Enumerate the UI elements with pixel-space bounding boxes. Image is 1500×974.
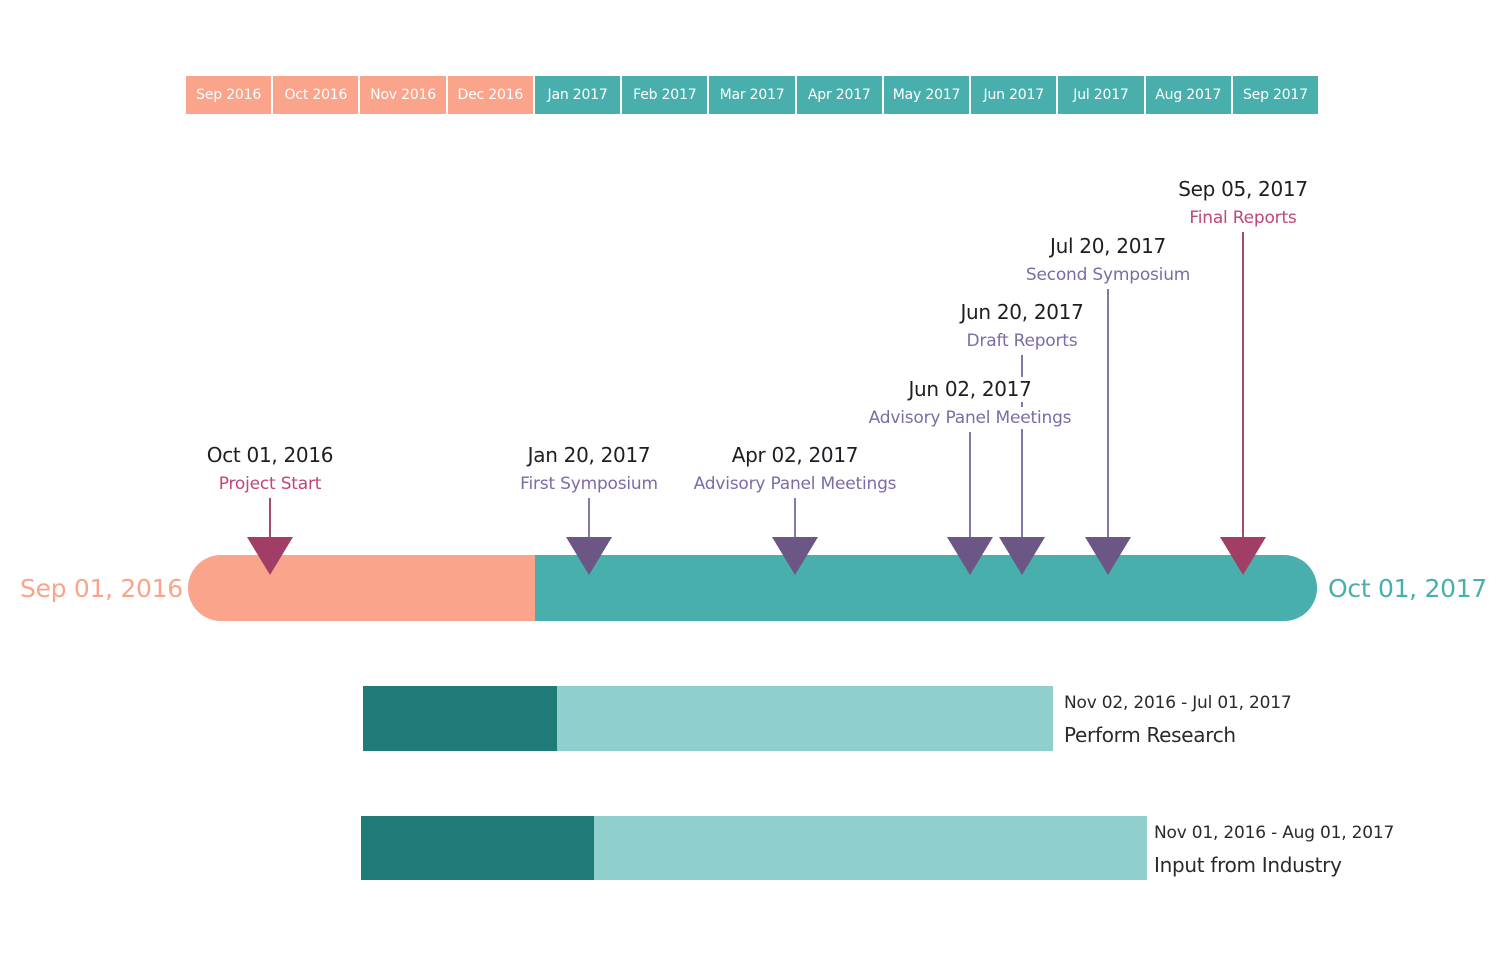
milestone-date-row: Jul 20, 2017 xyxy=(1021,234,1195,259)
milestone-date: Apr 02, 2017 xyxy=(726,443,864,468)
milestone-advisory-panel-meetings: Jun 02, 2017 Advisory Panel Meetings xyxy=(863,377,1077,429)
milestone-date: Jul 20, 2017 xyxy=(1045,234,1171,259)
timeline-start-date: Sep 01, 2016 xyxy=(20,574,183,603)
milestone-date-row: Jun 20, 2017 xyxy=(955,300,1089,325)
month-cell-feb-2017: Feb 2017 xyxy=(622,76,708,114)
timeline-end-date: Oct 01, 2017 xyxy=(1328,574,1487,603)
milestone-label-row: First Symposium xyxy=(515,473,663,495)
milestone-label: Final Reports xyxy=(1184,207,1302,229)
milestone-stem-advisory-panel-meetings xyxy=(794,498,796,548)
month-cell-apr-2017: Apr 2017 xyxy=(796,76,882,114)
milestone-stem-project-start xyxy=(269,498,271,548)
month-cell-oct-2016: Oct 2016 xyxy=(273,76,359,114)
milestone-advisory-panel-meetings: Apr 02, 2017 Advisory Panel Meetings xyxy=(688,443,902,495)
task-date-range: Nov 02, 2016 - Jul 01, 2017 xyxy=(1064,693,1292,713)
month-cell-sep-2016: Sep 2016 xyxy=(186,76,272,114)
month-cell-sep-2017: Sep 2017 xyxy=(1232,76,1319,114)
milestone-date-row: Jun 02, 2017 xyxy=(864,377,1077,402)
milestone-stem-advisory-panel-meetings xyxy=(969,432,971,548)
milestone-label: Project Start xyxy=(213,473,327,495)
task-bar-perform-research xyxy=(363,686,1053,751)
milestone-first-symposium: Jan 20, 2017 First Symposium xyxy=(515,443,663,495)
task-name: Input from Industry xyxy=(1154,853,1342,877)
milestone-arrow-advisory-panel-meetings xyxy=(772,537,818,575)
milestone-final-reports: Sep 05, 2017 Final Reports xyxy=(1173,177,1313,229)
milestone-date: Oct 01, 2016 xyxy=(201,443,339,468)
milestone-label: Advisory Panel Meetings xyxy=(863,407,1077,429)
timeline-bar xyxy=(188,555,1317,621)
milestone-date: Jan 20, 2017 xyxy=(522,443,656,468)
month-header: Sep 2016 Oct 2016 Nov 2016 Dec 2016 Jan 2017… xyxy=(186,76,1319,114)
milestone-date: Jun 02, 2017 xyxy=(903,377,1037,402)
milestone-label: Draft Reports xyxy=(961,330,1083,352)
milestone-date-row: Apr 02, 2017 xyxy=(689,443,902,468)
milestone-arrow-project-start xyxy=(247,537,293,575)
milestone-date: Jun 20, 2017 xyxy=(955,300,1089,325)
task-progress-fill xyxy=(361,816,594,880)
task-progress-fill xyxy=(363,686,557,751)
milestone-label-row: Final Reports xyxy=(1173,207,1313,229)
month-cell-aug-2017: Aug 2017 xyxy=(1145,76,1231,114)
timeline-segment-2017 xyxy=(535,555,1317,621)
milestone-arrow-second-symposium xyxy=(1085,537,1131,575)
milestone-label-row: Project Start xyxy=(202,473,338,495)
task-date-range: Nov 01, 2016 - Aug 01, 2017 xyxy=(1154,823,1395,843)
task-bar-input-from-industry xyxy=(361,816,1147,880)
milestone-project-start: Oct 01, 2016 Project Start xyxy=(201,443,339,495)
task-bar-remainder xyxy=(594,816,1147,880)
milestone-label: Second Symposium xyxy=(1020,264,1196,286)
milestone-label-row: Advisory Panel Meetings xyxy=(863,407,1077,429)
milestone-draft-reports: Jun 20, 2017 Draft Reports xyxy=(955,300,1089,352)
milestone-date-row: Sep 05, 2017 xyxy=(1173,177,1313,202)
month-cell-dec-2016: Dec 2016 xyxy=(447,76,533,114)
milestone-date-row: Oct 01, 2016 xyxy=(201,443,339,468)
month-cell-mar-2017: Mar 2017 xyxy=(709,76,795,114)
month-cell-nov-2016: Nov 2016 xyxy=(360,76,446,114)
milestone-stem-second-symposium xyxy=(1107,289,1109,548)
milestone-label: First Symposium xyxy=(515,473,663,495)
month-cell-jun-2017: Jun 2017 xyxy=(971,76,1057,114)
milestone-arrow-draft-reports xyxy=(999,537,1045,575)
milestone-label-row: Advisory Panel Meetings xyxy=(688,473,902,495)
milestone-arrow-advisory-panel-meetings xyxy=(947,537,993,575)
milestone-date: Sep 05, 2017 xyxy=(1173,177,1313,202)
task-name: Perform Research xyxy=(1064,723,1236,747)
milestone-arrow-first-symposium xyxy=(566,537,612,575)
task-bar-remainder xyxy=(557,686,1053,751)
month-cell-jan-2017: Jan 2017 xyxy=(534,76,621,114)
milestone-date-row: Jan 20, 2017 xyxy=(515,443,663,468)
milestone-arrow-final-reports xyxy=(1220,537,1266,575)
month-cell-jul-2017: Jul 2017 xyxy=(1058,76,1144,114)
milestone-label: Advisory Panel Meetings xyxy=(688,473,902,495)
milestone-stem-draft-reports xyxy=(1021,355,1023,548)
month-cell-may-2017: May 2017 xyxy=(883,76,970,114)
milestone-stem-first-symposium xyxy=(588,498,590,548)
milestone-label-row: Second Symposium xyxy=(1020,264,1196,286)
milestone-stem-final-reports xyxy=(1242,232,1244,548)
milestone-label-row: Draft Reports xyxy=(955,330,1088,352)
milestone-second-symposium: Jul 20, 2017 Second Symposium xyxy=(1020,234,1196,286)
timeline-segment-2016 xyxy=(188,555,535,621)
